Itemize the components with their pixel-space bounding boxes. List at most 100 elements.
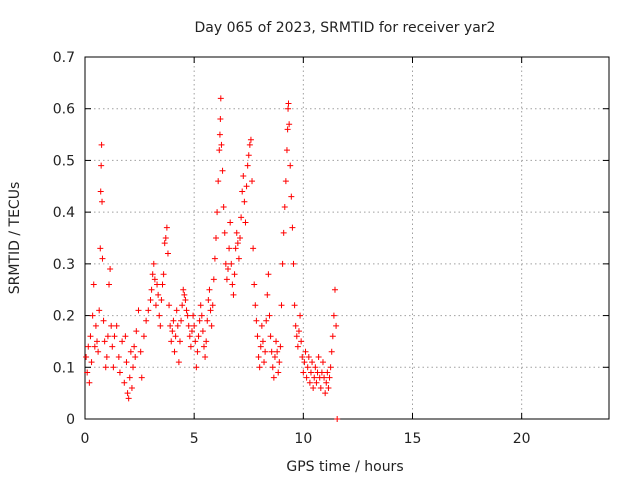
data-point <box>188 328 195 335</box>
data-point <box>234 240 241 247</box>
data-point <box>155 291 162 298</box>
data-point <box>312 364 319 371</box>
y-tick-label: 0.5 <box>53 153 75 169</box>
data-point <box>218 141 225 148</box>
data-point <box>297 312 304 319</box>
data-point <box>132 353 139 360</box>
data-point <box>100 317 107 324</box>
data-point <box>245 152 252 159</box>
data-point <box>160 271 167 278</box>
data-point <box>190 312 197 319</box>
data-point <box>328 348 335 355</box>
data-point <box>167 322 174 329</box>
data-point <box>88 359 95 366</box>
data-point <box>138 374 145 381</box>
y-tick-label: 0.7 <box>53 50 75 66</box>
data-point <box>207 307 214 314</box>
data-point <box>334 416 341 422</box>
data-point <box>238 214 245 221</box>
data-point <box>318 369 325 376</box>
chart-title: Day 065 of 2023, SRMTID for receiver yar… <box>195 20 496 36</box>
data-point <box>276 359 283 366</box>
data-point <box>286 121 293 128</box>
data-point <box>220 203 227 210</box>
data-point <box>83 353 90 360</box>
data-point <box>84 369 91 376</box>
data-point <box>265 271 272 278</box>
data-point <box>180 286 187 293</box>
data-point <box>95 348 102 355</box>
data-point <box>333 322 340 329</box>
data-point <box>147 297 154 304</box>
y-tick-labels: 0 0.1 0.2 0.3 0.4 0.5 0.6 0.7 <box>53 50 75 428</box>
data-point <box>255 353 262 360</box>
data-point <box>92 322 99 329</box>
data-point <box>323 379 330 386</box>
data-point <box>156 312 163 319</box>
data-point <box>304 364 311 371</box>
data-point <box>90 281 97 288</box>
data-point <box>288 193 295 200</box>
data-point <box>253 317 260 324</box>
plot-frame <box>84 56 610 420</box>
y-tick-label: 0.1 <box>53 360 75 376</box>
data-point <box>306 379 313 386</box>
data-point <box>285 100 292 107</box>
grid-lines <box>85 57 609 419</box>
data-point <box>235 255 242 262</box>
data-point <box>206 286 213 293</box>
data-point <box>140 333 147 340</box>
data-point <box>310 384 317 391</box>
data-point <box>195 333 202 340</box>
data-point <box>122 333 129 340</box>
data-point <box>214 209 221 216</box>
x-tick-label: 5 <box>190 431 199 447</box>
data-point <box>108 322 115 329</box>
data-point <box>125 395 132 402</box>
data-point <box>164 250 171 257</box>
data-point <box>97 188 104 195</box>
data-point <box>302 348 309 355</box>
data-point <box>143 317 150 324</box>
x-tick-label: 0 <box>81 431 90 447</box>
data-point <box>258 322 265 329</box>
data-point <box>309 359 316 366</box>
data-point <box>266 312 273 319</box>
data-point <box>225 266 232 273</box>
data-point <box>183 307 190 314</box>
data-point <box>152 302 159 309</box>
data-point <box>182 297 189 304</box>
data-point <box>259 338 266 345</box>
data-point <box>249 178 256 185</box>
data-point <box>200 343 207 350</box>
data-point <box>294 343 301 350</box>
data-point <box>175 359 182 366</box>
data-point <box>116 369 123 376</box>
data-point <box>110 364 117 371</box>
data-point <box>270 374 277 381</box>
data-point <box>281 203 288 210</box>
data-point <box>103 353 110 360</box>
data-point <box>126 374 133 381</box>
data-point <box>198 312 205 319</box>
data-point <box>161 240 168 247</box>
data-point <box>158 297 165 304</box>
data-point <box>174 322 181 329</box>
x-tick-label: 15 <box>404 431 422 447</box>
data-point <box>283 147 290 154</box>
data-point <box>109 343 116 350</box>
data-point <box>290 260 297 267</box>
data-point <box>269 364 276 371</box>
data-point <box>216 147 223 154</box>
data-point <box>239 188 246 195</box>
data-point <box>115 353 122 360</box>
data-point <box>267 333 274 340</box>
data-point <box>228 260 235 267</box>
data-point <box>97 245 104 252</box>
data-point <box>104 333 111 340</box>
data-point <box>213 235 219 241</box>
data-point <box>211 255 218 262</box>
x-tick-labels: 0 5 10 15 20 <box>81 431 531 447</box>
data-point <box>121 379 128 386</box>
